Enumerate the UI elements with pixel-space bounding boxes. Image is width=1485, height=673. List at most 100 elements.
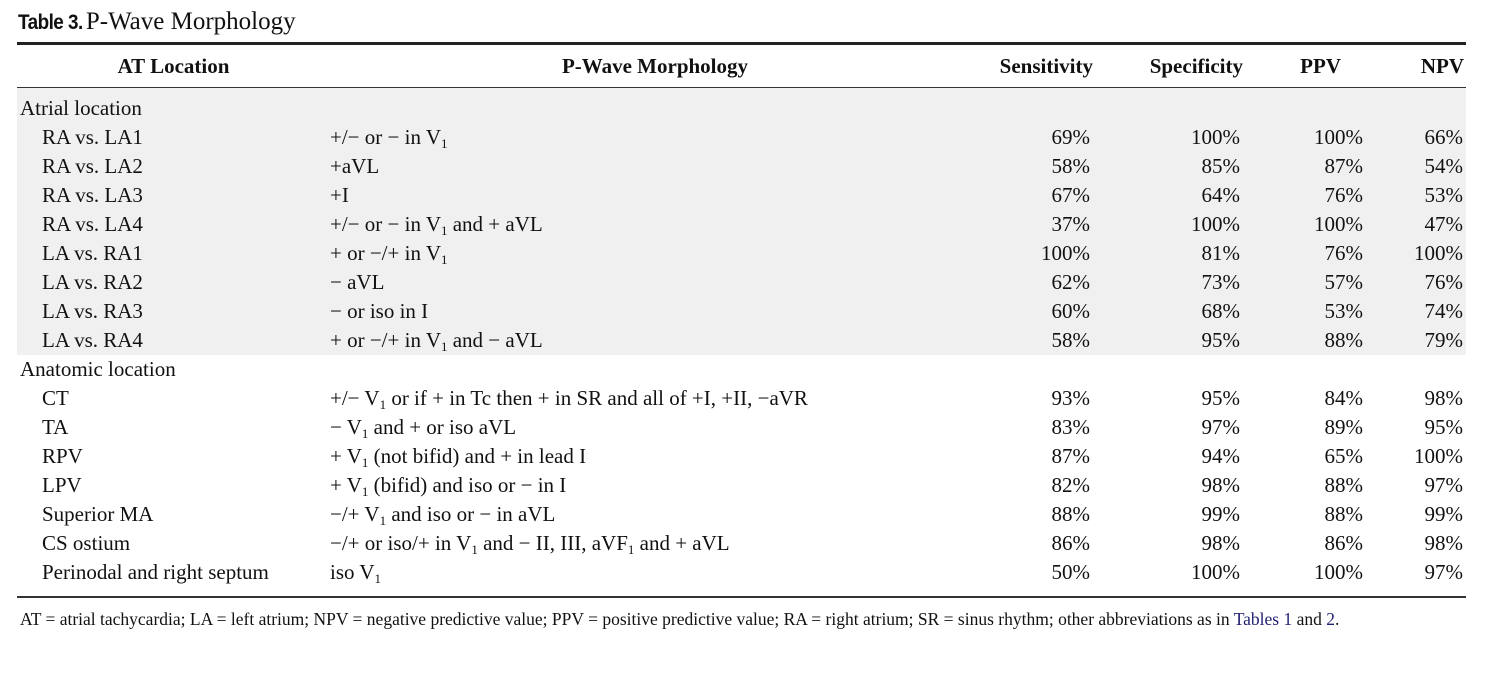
ppv-cell: 88% bbox=[1324, 502, 1364, 526]
table-row: CT +/− V1 or if + in Tc then + in SR and … bbox=[17, 384, 1466, 413]
sensitivity-cell: 87% bbox=[1051, 444, 1091, 468]
specificity-cell: 98% bbox=[1201, 531, 1241, 555]
header-npv: NPV bbox=[1420, 54, 1464, 78]
table-row: RA vs. LA1 +/− or − in V1 69% 100% 100% 66% bbox=[17, 123, 1466, 152]
specificity-cell: 97% bbox=[1201, 415, 1241, 439]
subscript: 1 bbox=[440, 136, 448, 151]
at-location-cell: Superior MA bbox=[42, 502, 154, 526]
subscript: 1 bbox=[440, 223, 448, 238]
morphology-cell: +/− or − in V1 bbox=[330, 123, 980, 152]
sensitivity-cell: 83% bbox=[1051, 415, 1091, 439]
subscript: 1 bbox=[379, 397, 387, 412]
npv-cell: 53% bbox=[1366, 181, 1466, 210]
morphology-cell: −/+ V1 and iso or − in aVL bbox=[330, 502, 556, 528]
npv-cell: 47% bbox=[1366, 210, 1466, 239]
ppv-cell: 76% bbox=[1243, 181, 1366, 210]
header-morphology: P-Wave Morphology bbox=[561, 54, 749, 78]
sensitivity-cell: 86% bbox=[1051, 531, 1091, 555]
morphology-cell: −/+ or iso/+ in V1 and − II, III, aVF1 a… bbox=[330, 531, 730, 557]
morphology-cell: +/− or − in V1 and + aVL bbox=[330, 210, 980, 239]
at-location-cell: RA vs. LA2 bbox=[17, 152, 330, 181]
ppv-cell: 89% bbox=[1324, 415, 1364, 439]
table-row: LA vs. RA2− aVL 62% 73% 57% 76% bbox=[17, 268, 1466, 297]
subscript: 1 bbox=[379, 513, 387, 528]
npv-cell: 100% bbox=[1414, 444, 1463, 468]
npv-cell: 97% bbox=[1424, 560, 1464, 584]
specificity-cell: 99% bbox=[1201, 502, 1241, 526]
npv-cell: 98% bbox=[1424, 386, 1464, 410]
section-label: Atrial location bbox=[17, 88, 1466, 123]
table-body: Atrial location RA vs. LA1 +/− or − in V1 6… bbox=[17, 88, 1466, 587]
table-row: RPV + V1 (not bifid) and + in lead I 87% 94… bbox=[17, 442, 1466, 471]
sensitivity-cell: 100% bbox=[980, 239, 1093, 268]
at-location-cell: LA vs. RA4 bbox=[17, 326, 330, 355]
ppv-cell: 53% bbox=[1243, 297, 1366, 326]
subscript: 1 bbox=[627, 542, 635, 557]
header-specificity: Specificity bbox=[1149, 54, 1243, 78]
morphology-cell: +I bbox=[330, 181, 980, 210]
subscript: 1 bbox=[440, 339, 448, 354]
at-location-cell: RA vs. LA3 bbox=[17, 181, 330, 210]
table-row: Superior MA −/+ V1 and iso or − in aVL 88%… bbox=[17, 500, 1466, 529]
at-location-cell: CS ostium bbox=[42, 531, 131, 555]
sensitivity-cell: 37% bbox=[980, 210, 1093, 239]
specificity-cell: 68% bbox=[1093, 297, 1243, 326]
at-location-cell: LA vs. RA1 bbox=[17, 239, 330, 268]
ppv-cell: 100% bbox=[1314, 560, 1363, 584]
npv-cell: 98% bbox=[1424, 531, 1464, 555]
npv-cell: 95% bbox=[1424, 415, 1464, 439]
specificity-cell: 98% bbox=[1201, 473, 1241, 497]
morphology-cell: − or iso in I bbox=[330, 297, 980, 326]
npv-cell: 97% bbox=[1424, 473, 1464, 497]
ppv-cell: 76% bbox=[1243, 239, 1366, 268]
specificity-cell: 95% bbox=[1201, 386, 1241, 410]
sensitivity-cell: 67% bbox=[980, 181, 1093, 210]
morphology-cell: + or −/+ in V1 and − aVL bbox=[330, 326, 980, 355]
specificity-cell: 64% bbox=[1093, 181, 1243, 210]
sensitivity-cell: 82% bbox=[1051, 473, 1091, 497]
npv-cell: 74% bbox=[1366, 297, 1466, 326]
at-location-cell: Perinodal and right septum bbox=[42, 560, 269, 584]
ppv-cell: 86% bbox=[1324, 531, 1364, 555]
specificity-cell: 85% bbox=[1093, 152, 1243, 181]
npv-cell: 54% bbox=[1366, 152, 1466, 181]
header-at-location: AT Location bbox=[117, 54, 230, 78]
npv-cell: 66% bbox=[1366, 123, 1466, 152]
footnote-end: . bbox=[1335, 609, 1340, 629]
tables-1-link[interactable]: Tables 1 bbox=[1233, 609, 1293, 629]
table-2-link[interactable]: 2 bbox=[1326, 609, 1336, 629]
at-location-cell: CT bbox=[42, 386, 69, 410]
morphology-cell: + V1 (not bifid) and + in lead I bbox=[330, 444, 587, 470]
ppv-cell: 100% bbox=[1243, 123, 1366, 152]
sensitivity-cell: 58% bbox=[980, 326, 1093, 355]
at-location-cell: LPV bbox=[42, 473, 82, 497]
specificity-cell: 100% bbox=[1191, 560, 1240, 584]
morphology-cell: +aVL bbox=[330, 152, 980, 181]
at-location-cell: TA bbox=[42, 415, 69, 439]
ppv-cell: 100% bbox=[1243, 210, 1366, 239]
subscript: 1 bbox=[374, 571, 382, 586]
specificity-cell: 95% bbox=[1093, 326, 1243, 355]
ppv-cell: 88% bbox=[1243, 326, 1366, 355]
morphology-cell: + V1 (bifid) and iso or − in I bbox=[330, 473, 567, 499]
at-location-cell: RA vs. LA4 bbox=[17, 210, 330, 239]
sensitivity-cell: 88% bbox=[1051, 502, 1091, 526]
npv-cell: 79% bbox=[1366, 326, 1466, 355]
npv-cell: 99% bbox=[1424, 502, 1464, 526]
at-location-cell: RPV bbox=[42, 444, 83, 468]
table-row: LA vs. RA1 + or −/+ in V1 100% 81% 76% 100% bbox=[17, 239, 1466, 268]
morphology-cell: − aVL bbox=[330, 268, 980, 297]
ppv-cell: 88% bbox=[1324, 473, 1364, 497]
at-location-cell: RA vs. LA1 bbox=[17, 123, 330, 152]
ppv-cell: 87% bbox=[1243, 152, 1366, 181]
ppv-cell: 65% bbox=[1324, 444, 1364, 468]
morphology-cell: + or −/+ in V1 bbox=[330, 239, 980, 268]
table-title: P-Wave Morphology bbox=[85, 8, 296, 35]
morphology-cell: iso V1 bbox=[330, 560, 382, 586]
bottom-rule bbox=[17, 596, 1466, 598]
sensitivity-cell: 58% bbox=[980, 152, 1093, 181]
table-caption: Table 3. P-Wave Morphology bbox=[18, 6, 296, 38]
at-location-cell: LA vs. RA3 bbox=[17, 297, 330, 326]
top-rule bbox=[17, 42, 1466, 45]
footnote-mid: and bbox=[1292, 609, 1327, 629]
